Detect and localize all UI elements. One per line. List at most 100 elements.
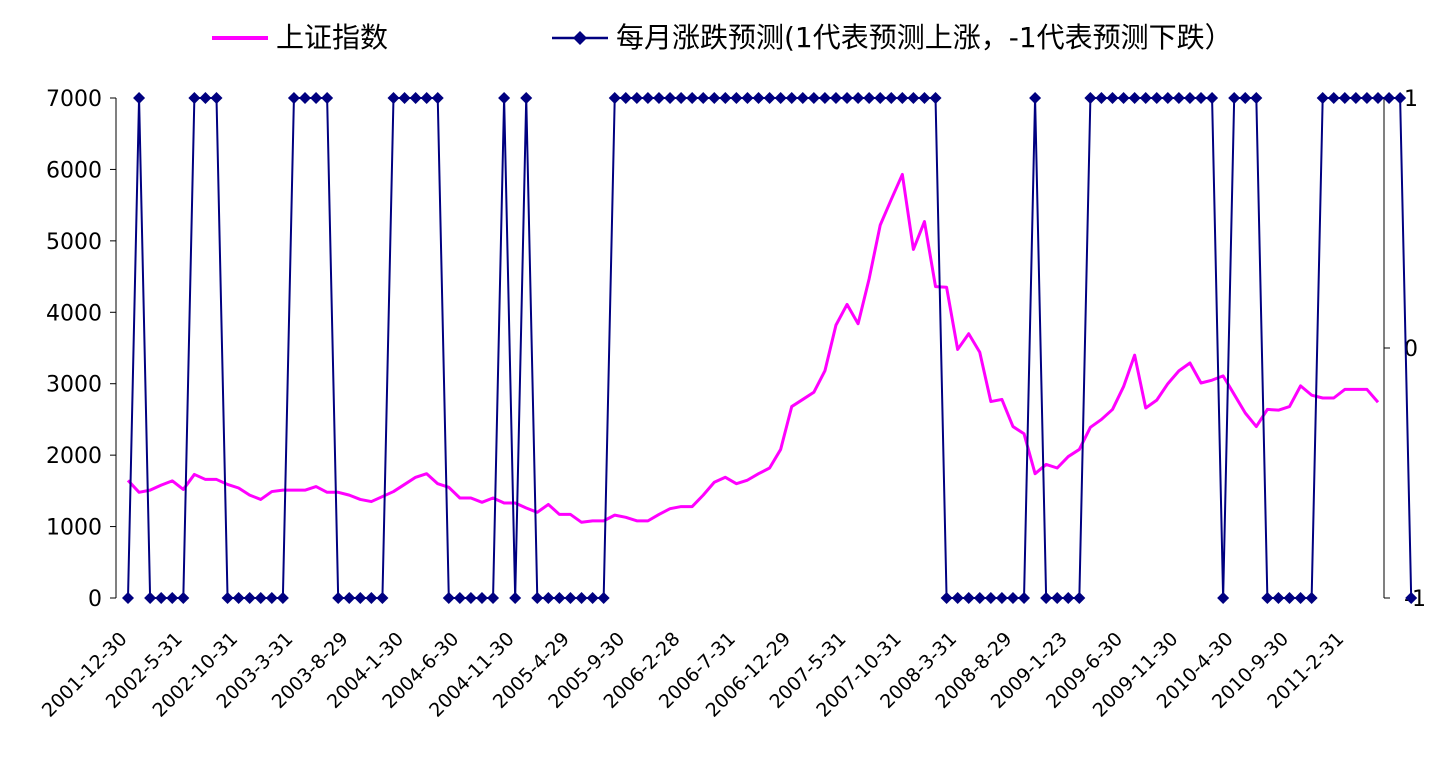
prediction-point <box>1405 592 1418 604</box>
prediction-point <box>984 592 997 604</box>
prediction-point <box>487 592 500 604</box>
prediction-point <box>1239 92 1252 104</box>
left-tick-label: 2000 <box>46 444 102 469</box>
prediction-point <box>453 592 466 604</box>
prediction-point <box>498 92 511 104</box>
prediction-point <box>1294 592 1307 604</box>
prediction-point <box>431 92 444 104</box>
prediction-point <box>442 592 455 604</box>
prediction-point <box>1117 92 1130 104</box>
prediction-point <box>785 92 798 104</box>
prediction-point <box>962 592 975 604</box>
prediction-point <box>1084 92 1097 104</box>
left-tick-label: 6000 <box>46 158 102 183</box>
prediction-point <box>1338 92 1351 104</box>
prediction-point <box>1327 92 1340 104</box>
prediction-point <box>1029 92 1042 104</box>
prediction-point <box>1006 592 1019 604</box>
prediction-point <box>896 92 909 104</box>
prediction-point <box>221 592 234 604</box>
prediction-point <box>918 92 931 104</box>
prediction-point <box>564 592 577 604</box>
prediction-point <box>1272 592 1285 604</box>
prediction-point <box>1305 592 1318 604</box>
legend-prediction-marker <box>573 31 587 45</box>
prediction-point <box>995 592 1008 604</box>
prediction-point <box>829 92 842 104</box>
prediction-point <box>929 92 942 104</box>
prediction-point <box>155 592 168 604</box>
left-tick-label: 5000 <box>46 230 102 255</box>
prediction-point <box>1360 92 1373 104</box>
prediction-point <box>520 92 533 104</box>
prediction-point <box>973 592 986 604</box>
prediction-point <box>652 92 665 104</box>
prediction-point <box>907 92 920 104</box>
prediction-point <box>144 592 157 604</box>
left-tick-label: 3000 <box>46 373 102 398</box>
prediction-point <box>1206 92 1219 104</box>
prediction-point <box>774 92 787 104</box>
prediction-point <box>420 92 433 104</box>
prediction-point <box>133 92 146 104</box>
prediction-point <box>509 592 522 604</box>
prediction-point <box>863 92 876 104</box>
left-y-axis: 0 1000 2000 3000 4000 5000 6000 7000 <box>46 87 117 612</box>
prediction-point <box>874 92 887 104</box>
prediction-point <box>641 92 654 104</box>
prediction-point <box>630 92 643 104</box>
left-tick-label: 0 <box>88 587 102 612</box>
prediction-point <box>321 92 334 104</box>
prediction-point <box>818 92 831 104</box>
prediction-point <box>885 92 898 104</box>
prediction-point <box>210 92 223 104</box>
prediction-point <box>1228 92 1241 104</box>
prediction-point <box>1139 92 1152 104</box>
prediction-point <box>686 92 699 104</box>
prediction-point <box>1018 592 1031 604</box>
prediction-point <box>1383 92 1396 104</box>
prediction-point <box>1261 592 1274 604</box>
prediction-point <box>177 592 190 604</box>
prediction-point <box>1195 92 1208 104</box>
prediction-point <box>1095 92 1108 104</box>
prediction-point <box>332 592 345 604</box>
legend-index-label: 上证指数 <box>276 21 388 54</box>
x-axis: 2001-12-302002-5-312002-10-312003-3-3120… <box>38 628 1348 722</box>
prediction-point <box>387 92 400 104</box>
prediction-point <box>243 592 256 604</box>
plot-area <box>122 92 1418 604</box>
prediction-point <box>1183 92 1196 104</box>
prediction-point <box>697 92 710 104</box>
prediction-point <box>852 92 865 104</box>
prediction-point <box>1250 92 1263 104</box>
prediction-point <box>1150 92 1163 104</box>
prediction-point <box>188 92 201 104</box>
prediction-point <box>1106 92 1119 104</box>
right-tick-label: 0 <box>1404 337 1418 362</box>
prediction-point <box>1349 92 1362 104</box>
prediction-point <box>475 592 488 604</box>
prediction-point <box>254 592 267 604</box>
prediction-point <box>1217 592 1230 604</box>
prediction-point <box>343 592 356 604</box>
prediction-point <box>166 592 179 604</box>
prediction-point <box>940 592 953 604</box>
prediction-point <box>1283 592 1296 604</box>
prediction-point <box>951 592 964 604</box>
prediction-point <box>464 592 477 604</box>
prediction-point <box>1161 92 1174 104</box>
prediction-point <box>752 92 765 104</box>
prediction-point <box>1040 592 1053 604</box>
prediction-point <box>796 92 809 104</box>
prediction-point <box>265 592 278 604</box>
prediction-point <box>719 92 732 104</box>
prediction-point <box>1172 92 1185 104</box>
prediction-point <box>586 592 599 604</box>
prediction-point <box>619 92 632 104</box>
prediction-point <box>553 592 566 604</box>
prediction-point <box>398 92 411 104</box>
index-series-line <box>126 172 1380 524</box>
prediction-point <box>276 592 289 604</box>
